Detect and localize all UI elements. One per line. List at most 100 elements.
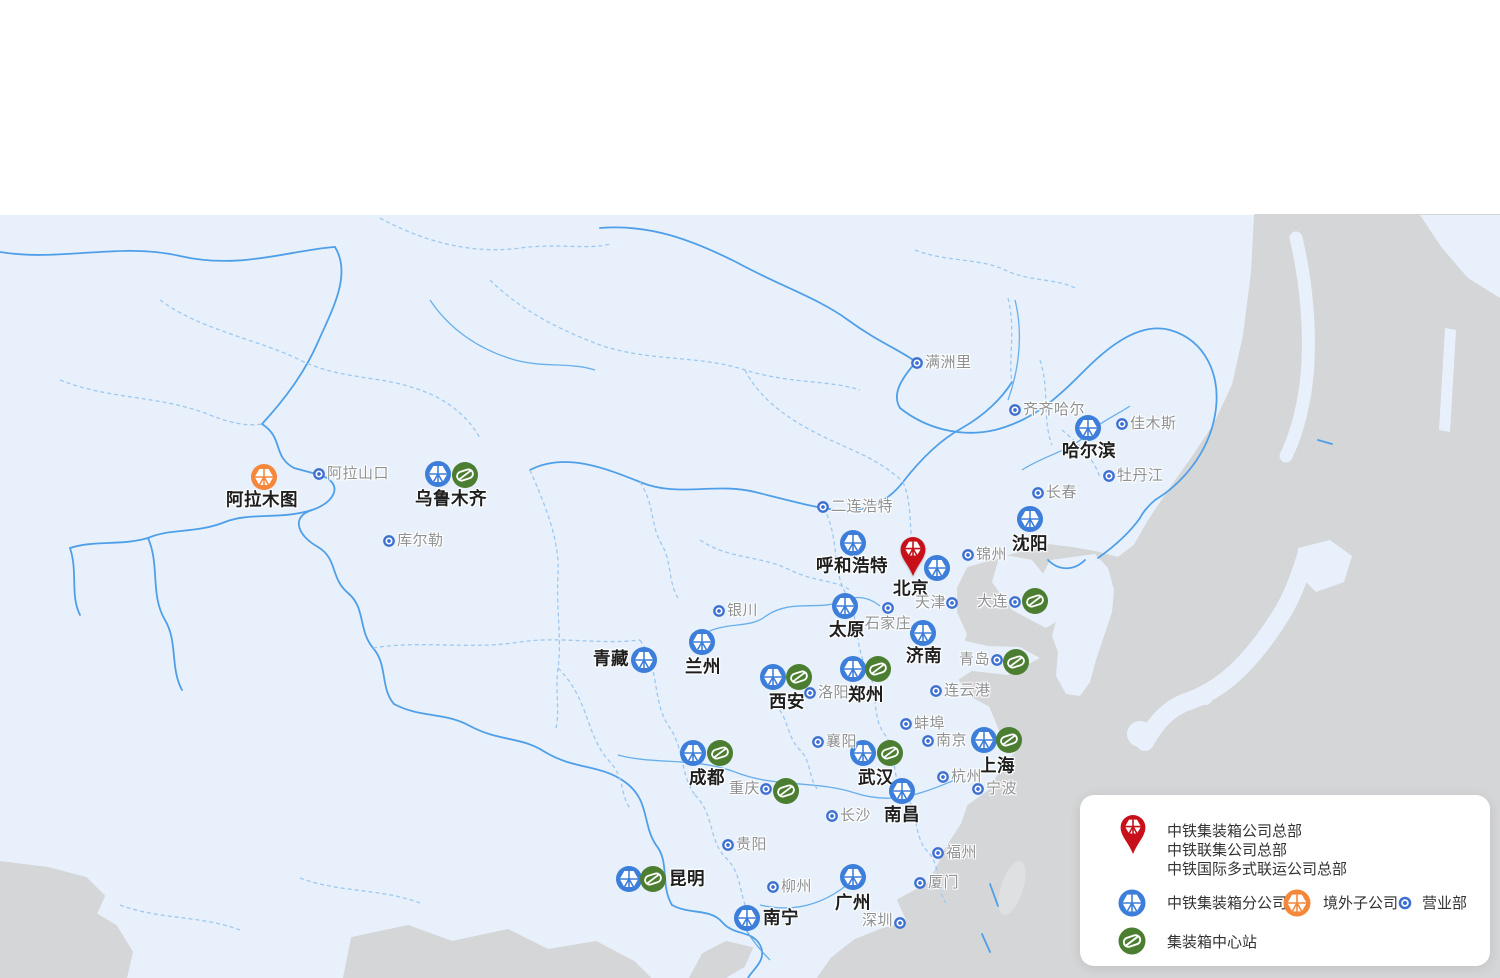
- branch-company-icon[interactable]: [888, 777, 916, 805]
- business-office-icon[interactable]: [914, 877, 927, 890]
- branch-company-icon[interactable]: [615, 865, 643, 893]
- container-station-icon[interactable]: [785, 663, 813, 691]
- branch-company-icon[interactable]: [831, 592, 859, 620]
- branch-company-icon[interactable]: [839, 655, 867, 683]
- business-office-icon[interactable]: [1009, 404, 1022, 417]
- legend-station-label: 集装箱中心站: [1167, 934, 1258, 951]
- city-label: 南京: [936, 731, 968, 749]
- branch-company-icon[interactable]: [424, 460, 452, 488]
- business-office-icon: [1398, 896, 1412, 910]
- branch-company-icon[interactable]: [733, 904, 761, 932]
- city-label: 牡丹江: [1117, 466, 1164, 484]
- city-label: 大连: [976, 592, 1008, 610]
- business-office-icon[interactable]: [826, 810, 839, 823]
- business-office-icon[interactable]: [972, 783, 985, 796]
- branch-company-icon[interactable]: [839, 863, 867, 891]
- legend-hq-line-2: 中铁联集公司总部: [1167, 842, 1288, 859]
- business-office-icon[interactable]: [911, 357, 924, 370]
- branch-company-icon: [1118, 889, 1146, 917]
- branch-company-icon[interactable]: [839, 529, 867, 557]
- branch-company-icon[interactable]: [849, 739, 877, 767]
- branch-company-icon[interactable]: [630, 646, 658, 674]
- container-station-icon[interactable]: [772, 777, 800, 805]
- city-label: 齐齐哈尔: [1023, 400, 1086, 418]
- city-label: 石家庄: [864, 614, 912, 632]
- taiwan-island: [998, 861, 1026, 915]
- business-office-icon[interactable]: [894, 917, 907, 930]
- city-label: 贵阳: [736, 835, 768, 853]
- city-label: 深圳: [861, 911, 893, 929]
- city-label: 西安: [769, 691, 805, 712]
- business-office-icon[interactable]: [937, 771, 950, 784]
- business-office-icon[interactable]: [313, 468, 326, 481]
- business-office-icon[interactable]: [882, 602, 895, 615]
- city-label: 南昌: [884, 804, 920, 825]
- branch-company-icon[interactable]: [923, 554, 951, 582]
- business-office-icon[interactable]: [932, 847, 945, 860]
- branch-company-icon[interactable]: [909, 619, 937, 647]
- container-station-icon[interactable]: [706, 739, 734, 767]
- business-office-icon[interactable]: [713, 605, 726, 618]
- business-office-icon[interactable]: [1103, 470, 1116, 483]
- city-label: 佳木斯: [1130, 414, 1177, 432]
- branch-company-icon[interactable]: [1074, 414, 1102, 442]
- branch-company-icon[interactable]: [1016, 505, 1044, 533]
- business-office-icon[interactable]: [383, 535, 396, 548]
- branch-company-icon[interactable]: [688, 628, 716, 656]
- city-label: 蚌埠: [914, 714, 946, 732]
- city-label: 重庆: [728, 779, 760, 797]
- branch-company-icon[interactable]: [759, 663, 787, 691]
- business-office-icon[interactable]: [1116, 418, 1129, 431]
- city-label: 太原: [829, 619, 865, 640]
- city-label: 武汉: [858, 767, 894, 788]
- business-office-icon[interactable]: [722, 839, 735, 852]
- business-office-icon[interactable]: [767, 881, 780, 894]
- city-label: 杭州: [951, 767, 983, 785]
- container-station-icon[interactable]: [1002, 648, 1030, 676]
- business-office-icon[interactable]: [922, 735, 935, 748]
- legend-hq-line-1: 中铁集装箱公司总部: [1167, 823, 1303, 840]
- overseas-subsidiary-icon[interactable]: [250, 463, 278, 491]
- sea-areas: [0, 214, 1500, 978]
- city-label: 银川: [727, 601, 759, 619]
- headquarters-pin-icon[interactable]: [898, 535, 928, 577]
- city-label: 济南: [906, 645, 942, 666]
- business-office-icon[interactable]: [946, 597, 959, 610]
- city-label: 呼和浩特: [816, 555, 888, 576]
- business-office-icon[interactable]: [900, 718, 913, 731]
- city-label: 兰州: [685, 656, 721, 677]
- city-label: 北京: [893, 578, 929, 599]
- business-office-icon[interactable]: [962, 549, 975, 562]
- business-office-icon[interactable]: [812, 736, 825, 749]
- business-office-icon[interactable]: [1009, 596, 1022, 609]
- branch-company-icon[interactable]: [679, 739, 707, 767]
- city-label: 青藏: [593, 648, 629, 669]
- container-station-icon[interactable]: [876, 739, 904, 767]
- business-office-icon[interactable]: [760, 783, 773, 796]
- container-station-icon[interactable]: [639, 865, 667, 893]
- city-label: 哈尔滨: [1062, 440, 1116, 461]
- business-office-icon[interactable]: [930, 685, 943, 698]
- business-office-icon[interactable]: [1032, 487, 1045, 500]
- city-label: 昆明: [669, 868, 705, 889]
- container-station-icon[interactable]: [1021, 587, 1049, 615]
- legend-branch-label: 中铁集装箱分公司: [1167, 895, 1288, 912]
- business-office-icon[interactable]: [817, 501, 830, 514]
- city-label: 襄阳: [826, 732, 858, 750]
- business-office-icon[interactable]: [804, 687, 817, 700]
- branch-company-icon[interactable]: [970, 726, 998, 754]
- city-label: 厦门: [928, 873, 960, 891]
- container-station-icon[interactable]: [864, 655, 892, 683]
- city-label: 满洲里: [925, 353, 972, 371]
- islands: [759, 215, 1500, 970]
- country-borders: [0, 226, 1333, 978]
- legend-hq-labels: 中铁集装箱公司总部 中铁联集公司总部 中铁国际多式联运公司总部: [1167, 822, 1347, 879]
- business-office-icon[interactable]: [991, 654, 1004, 667]
- container-station-icon[interactable]: [451, 461, 479, 489]
- city-label: 锦州: [976, 545, 1008, 563]
- container-station-icon[interactable]: [995, 726, 1023, 754]
- city-label: 广州: [835, 892, 871, 913]
